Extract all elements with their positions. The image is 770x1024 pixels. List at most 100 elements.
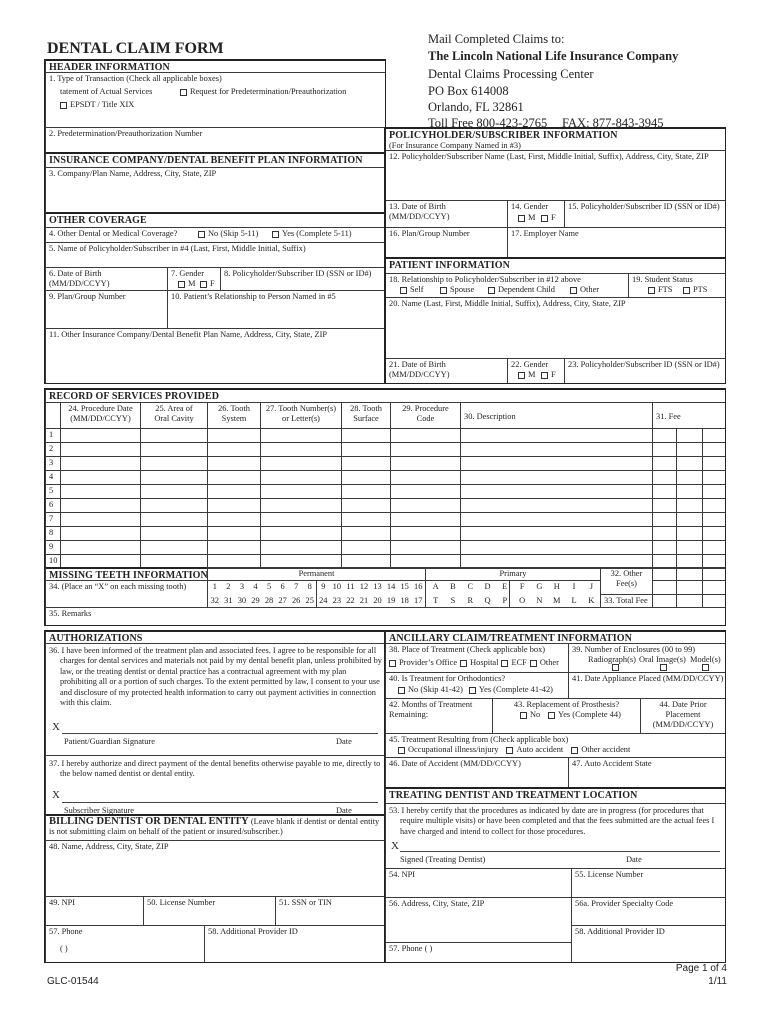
checkbox-19-option[interactable]: PTS <box>683 285 707 295</box>
checkbox-icon[interactable] <box>501 659 509 667</box>
tooth-20[interactable]: 20 <box>373 596 382 605</box>
checkbox-39-enclosure[interactable] <box>660 664 670 671</box>
checkbox-43-no[interactable]: No <box>520 710 540 720</box>
checkbox-14-male[interactable]: M <box>518 213 535 223</box>
checkbox-icon[interactable] <box>702 664 709 671</box>
tooth-28[interactable]: 28 <box>264 596 274 605</box>
checkbox-icon[interactable] <box>400 286 407 294</box>
checkbox-icon[interactable] <box>541 214 548 222</box>
checkbox-18-option[interactable]: Spouse <box>440 285 474 295</box>
checkbox-icon[interactable] <box>398 746 405 754</box>
tooth-6[interactable]: 6 <box>280 582 285 591</box>
checkbox-45-option[interactable]: Occupational illness/injury <box>398 745 498 755</box>
checkbox-icon[interactable] <box>520 711 527 719</box>
tooth-I[interactable]: I <box>572 582 576 591</box>
checkbox-40-no[interactable]: No (Skip 41-42) <box>398 685 463 695</box>
checkbox-39-enclosure[interactable] <box>702 664 712 671</box>
tooth-J[interactable]: J <box>589 582 593 591</box>
checkbox-epsdt[interactable]: EPSDT / Title XIX <box>60 100 134 110</box>
checkbox-38-option[interactable]: Hospital <box>460 658 498 668</box>
checkbox-icon[interactable] <box>60 101 67 109</box>
checkbox-40-yes[interactable]: Yes (Complete 41-42) <box>468 685 553 695</box>
tooth-15[interactable]: 15 <box>400 582 409 591</box>
tooth-17[interactable]: 17 <box>414 596 423 605</box>
checkbox-4-no[interactable]: No (Skip 5-11) <box>198 229 258 239</box>
checkbox-icon[interactable] <box>570 286 577 294</box>
tooth-3[interactable]: 3 <box>239 582 244 591</box>
tooth-B[interactable]: B <box>450 582 456 591</box>
checkbox-7-male[interactable]: M <box>178 279 195 289</box>
tooth-F[interactable]: F <box>519 582 525 591</box>
tooth-21[interactable]: 21 <box>359 596 369 605</box>
checkbox-22-female[interactable]: F <box>541 370 556 380</box>
checkbox-icon[interactable] <box>389 659 396 667</box>
checkbox-icon[interactable] <box>468 686 476 694</box>
checkbox-38-option[interactable]: Other <box>529 658 559 668</box>
checkbox-18-option[interactable]: Self <box>400 285 424 295</box>
checkbox-38-option[interactable]: Provider’s Office <box>389 658 457 668</box>
checkbox-7-female[interactable]: F <box>200 279 215 289</box>
checkbox-18-option[interactable]: Other <box>570 285 599 295</box>
tooth-4[interactable]: 4 <box>253 582 258 591</box>
checkbox-icon[interactable] <box>198 230 205 238</box>
checkbox-19-option[interactable]: FTS <box>648 285 672 295</box>
tooth-S[interactable]: S <box>450 596 456 605</box>
tooth-7[interactable]: 7 <box>294 582 299 591</box>
checkbox-icon[interactable] <box>518 214 525 222</box>
checkbox-icon[interactable] <box>612 664 619 671</box>
checkbox-icon[interactable] <box>529 659 537 667</box>
checkbox-4-yes[interactable]: Yes (Complete 5-11) <box>272 229 352 239</box>
checkbox-icon[interactable] <box>272 230 279 238</box>
tooth-31[interactable]: 31 <box>224 596 233 605</box>
checkbox-icon[interactable] <box>178 280 185 288</box>
tooth-12[interactable]: 12 <box>359 582 369 591</box>
tooth-19[interactable]: 19 <box>386 596 396 605</box>
tooth-D[interactable]: D <box>484 582 491 591</box>
checkbox-45-option[interactable]: Auto accident <box>506 745 563 755</box>
tooth-25[interactable]: 25 <box>305 596 314 605</box>
tooth-13[interactable]: 13 <box>373 582 382 591</box>
tooth-18[interactable]: 18 <box>400 596 409 605</box>
tooth-P[interactable]: P <box>502 596 508 605</box>
checkbox-39-enclosure[interactable] <box>612 664 622 671</box>
tooth-Q[interactable]: Q <box>484 596 491 605</box>
checkbox-icon[interactable] <box>683 286 690 294</box>
tooth-5[interactable]: 5 <box>266 582 272 591</box>
tooth-9[interactable]: 9 <box>321 582 326 591</box>
tooth-27[interactable]: 27 <box>278 596 287 605</box>
tooth-16[interactable]: 16 <box>414 582 423 591</box>
tooth-32[interactable]: 32 <box>210 596 219 605</box>
checkbox-icon[interactable] <box>518 371 525 379</box>
tooth-14[interactable]: 14 <box>386 582 396 591</box>
checkbox-icon[interactable] <box>398 686 405 694</box>
tooth-29[interactable]: 29 <box>251 596 260 605</box>
checkbox-45-option[interactable]: Other accident <box>571 745 630 755</box>
tooth-26[interactable]: 26 <box>291 596 301 605</box>
tooth-N[interactable]: N <box>536 596 543 605</box>
tooth-L[interactable]: L <box>571 596 577 605</box>
tooth-11[interactable]: 11 <box>346 582 355 591</box>
checkbox-icon[interactable] <box>648 286 655 294</box>
tooth-1[interactable]: 1 <box>212 582 217 591</box>
tooth-M[interactable]: M <box>553 596 561 605</box>
checkbox-predetermination[interactable]: Request for Predetermination/Preauthoriz… <box>180 87 346 97</box>
checkbox-icon[interactable] <box>460 659 468 667</box>
tooth-C[interactable]: C <box>467 582 474 591</box>
checkbox-43-yes[interactable]: Yes (Complete 44) <box>548 710 621 720</box>
tooth-24[interactable]: 24 <box>319 596 328 605</box>
checkbox-18-option[interactable]: Dependent Child <box>488 285 555 295</box>
tooth-H[interactable]: H <box>553 582 560 591</box>
checkbox-icon[interactable] <box>440 286 447 294</box>
tooth-23[interactable]: 23 <box>332 596 342 605</box>
tooth-G[interactable]: G <box>536 582 543 591</box>
tooth-T[interactable]: T <box>433 596 439 605</box>
checkbox-icon[interactable] <box>660 664 667 671</box>
checkbox-icon[interactable] <box>488 286 495 294</box>
tooth-8[interactable]: 8 <box>307 582 312 591</box>
tooth-A[interactable]: A <box>432 582 439 591</box>
checkbox-38-option[interactable]: ECF <box>501 658 527 668</box>
checkbox-14-female[interactable]: F <box>541 213 556 223</box>
tooth-O[interactable]: O <box>519 596 526 605</box>
tooth-30[interactable]: 30 <box>237 596 247 605</box>
checkbox-icon[interactable] <box>548 711 555 719</box>
